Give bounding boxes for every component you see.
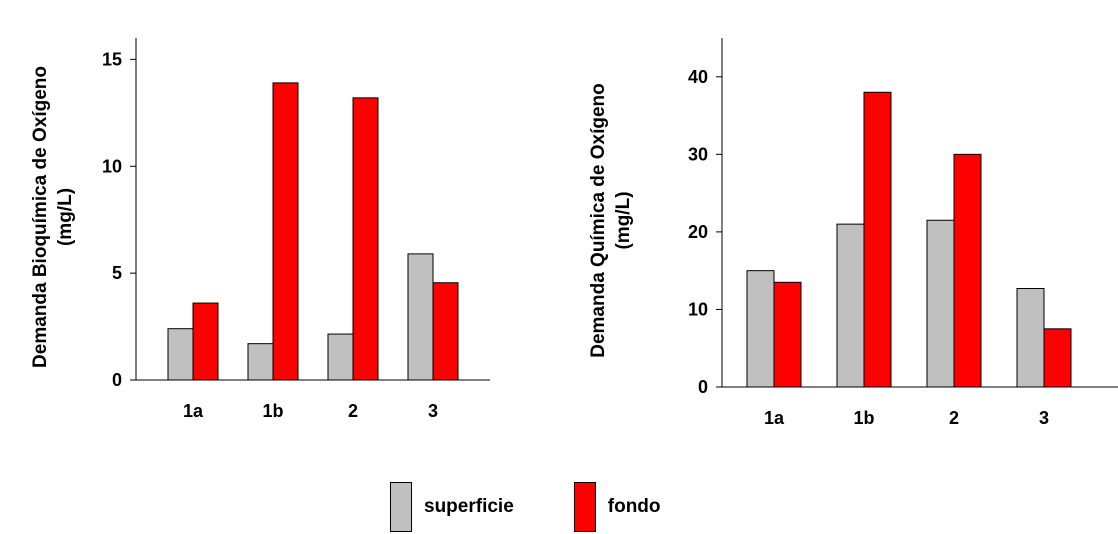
y-tick-label: 0	[112, 370, 122, 390]
legend-item-fondo: fondo	[573, 482, 661, 532]
y-tick-label: 15	[102, 49, 122, 69]
bar-superficie-1b	[836, 223, 865, 388]
legend-label-fondo: fondo	[607, 496, 661, 517]
y-tick-label: 30	[688, 144, 708, 164]
y-tick-label: 20	[688, 222, 708, 242]
y-axis-title-line: (mg/L)	[55, 188, 76, 246]
bar-fondo-1a	[773, 281, 802, 388]
bar-fondo-1a	[192, 302, 219, 381]
x-tick-label: 2	[348, 401, 358, 421]
legend-label-superficie: superficie	[424, 496, 514, 517]
x-tick-label: 3	[428, 401, 438, 421]
x-tick-label: 1b	[853, 408, 874, 428]
y-tick-label: 40	[688, 67, 708, 87]
y-axis-title-line: (mg/L)	[613, 191, 634, 249]
bar-superficie-2	[926, 219, 955, 388]
bar-superficie-1a	[746, 270, 775, 388]
bar-superficie-3	[407, 253, 434, 381]
y-axis-title-line: Demanda Bioquímica de Oxígeno	[30, 66, 51, 368]
x-tick-label: 1a	[764, 408, 785, 428]
bar-superficie-3	[1016, 288, 1045, 388]
y-axis-title: Demanda Bioquímica de Oxígeno (mg/L)	[30, 66, 76, 368]
bar-fondo-3	[432, 282, 459, 381]
bar-superficie-1b	[247, 343, 274, 381]
bar-superficie-1a	[167, 328, 194, 381]
y-tick-label: 10	[688, 299, 708, 319]
x-tick-label: 1a	[183, 401, 204, 421]
y-tick-label: 10	[102, 156, 122, 176]
legend-item-superficie: superficie	[390, 482, 514, 532]
legend: superficie fondo	[390, 482, 721, 532]
bar-fondo-2	[953, 153, 982, 388]
x-tick-label: 3	[1039, 408, 1049, 428]
x-tick-label: 1b	[262, 401, 283, 421]
y-tick-label: 5	[112, 263, 122, 283]
y-axis-title: Demanda Química de Oxígeno (mg/L)	[588, 83, 634, 358]
bar-fondo-1b	[863, 91, 892, 388]
bar-fondo-3	[1043, 328, 1072, 388]
bar-fondo-1b	[272, 82, 299, 381]
y-axis-title-line: Demanda Química de Oxígeno	[588, 83, 609, 358]
legend-swatch-fondo	[573, 482, 596, 532]
bar-fondo-2	[352, 97, 379, 381]
bar-superficie-2	[327, 333, 354, 381]
y-tick-label: 0	[698, 377, 708, 397]
legend-swatch-superficie	[390, 482, 412, 532]
x-tick-label: 2	[949, 408, 959, 428]
